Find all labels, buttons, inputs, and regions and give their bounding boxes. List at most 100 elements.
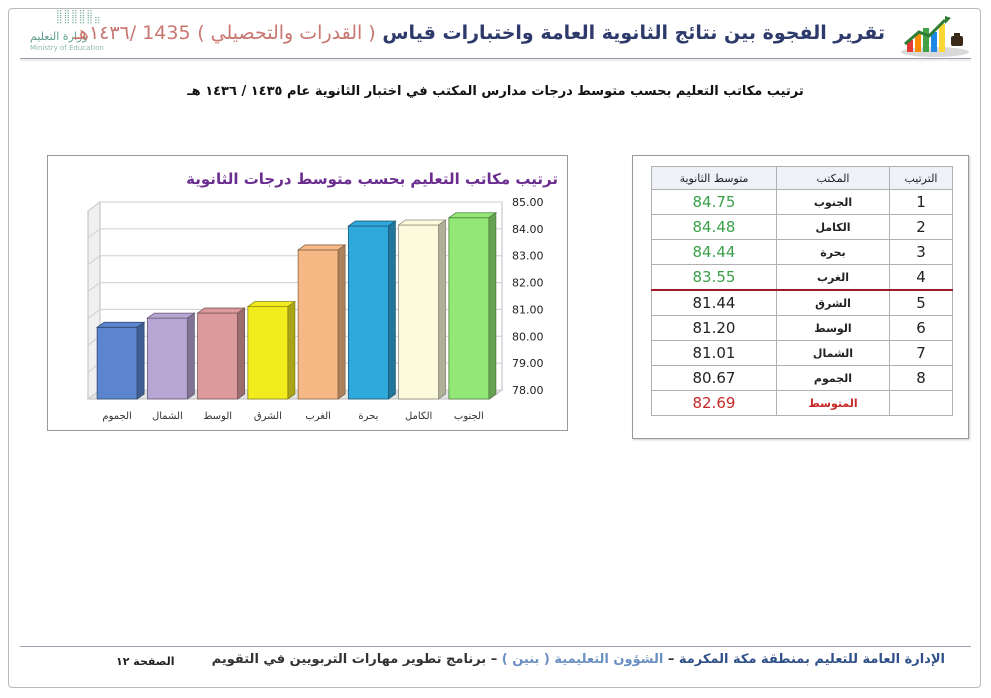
bar-top [146, 312, 196, 319]
table-row: 6 الوسط 81.20 [651, 315, 953, 341]
header-score: متوسط الثانوية [651, 166, 777, 190]
footer-affairs: الشؤون التعليمية ( بنين ) [501, 652, 664, 667]
row-office: الكامل [776, 214, 890, 240]
footer-directorate: الإدارة العامة للتعليم بمنطقة مكة المكرم… [678, 652, 945, 667]
gridline [87, 201, 502, 212]
table-row: 4 الغرب 83.55 [651, 264, 953, 291]
ranking-table-panel: الترتيب المكتب متوسط الثانوية 1 الجنوب 8… [632, 155, 969, 439]
report-header: ⠿⠿⠿⠿⠿ ⠿⠿⠿⠿⠿⠿ وزارة التعليم Ministry of Ed… [20, 10, 975, 58]
row-office: الوسط [776, 315, 890, 341]
table-average-row: المتوسط 82.69 [651, 390, 953, 416]
bar-top [347, 220, 397, 227]
report-footer: الإدارة العامة للتعليم بمنطقة مكة المكرم… [212, 652, 945, 667]
bar-side [186, 312, 195, 400]
row-rank: 3 [889, 239, 953, 265]
ranking-chart-panel: ترتيب مكاتب التعليم بحسب متوسط درجات الث… [47, 155, 568, 431]
row-rank: 8 [889, 365, 953, 391]
row-score: 81.20 [651, 315, 777, 341]
average-label: المتوسط [776, 390, 890, 416]
ranking-table: الترتيب المكتب متوسط الثانوية 1 الجنوب 8… [651, 166, 953, 416]
row-score: 84.75 [651, 189, 777, 215]
bar-side [287, 300, 296, 400]
ministry-name-ar: وزارة التعليم [30, 30, 88, 43]
x-tick-label: الوسط [203, 411, 232, 422]
row-office: الغرب [776, 264, 890, 291]
row-score: 81.01 [651, 340, 777, 366]
row-score: 83.55 [651, 264, 777, 291]
report-title-bracket: ( القدرات والتحصيلي ) [197, 22, 376, 44]
bar-side [337, 244, 346, 400]
y-tick-label: 78.00 [512, 384, 544, 397]
average-rank-empty [889, 390, 953, 416]
ministry-name-en: Ministry of Education [30, 44, 104, 52]
y-tick-label: 81.00 [512, 303, 544, 316]
report-title: تقرير الفجوة بين نتائج الثانوية العامة و… [73, 22, 885, 44]
bar [146, 317, 188, 400]
report-title-main: تقرير الفجوة بين نتائج الثانوية العامة و… [382, 22, 885, 44]
bar [197, 312, 239, 400]
bar-side [237, 307, 246, 400]
report-subtitle: ترتيب مكاتب التعليم بحسب متوسط درجات مدا… [187, 84, 804, 99]
x-tick-label: الغرب [305, 411, 331, 422]
bar-top [397, 219, 447, 226]
average-value: 82.69 [651, 390, 777, 416]
row-office: الشرق [776, 289, 890, 316]
bar-top [196, 307, 246, 314]
row-rank: 5 [889, 289, 953, 316]
bar-top [95, 321, 146, 328]
bar-top [246, 301, 297, 308]
row-office: الجنوب [776, 189, 890, 215]
y-tick-label: 80.00 [512, 330, 544, 343]
row-rank: 1 [889, 189, 953, 215]
bar-top [447, 212, 498, 219]
row-office: الشمال [776, 340, 890, 366]
bar-side [438, 219, 447, 400]
chart-title: ترتيب مكاتب التعليم بحسب متوسط درجات الث… [186, 170, 558, 188]
table-row: 5 الشرق 81.44 [651, 289, 953, 316]
bar [247, 306, 289, 400]
row-score: 84.44 [651, 239, 777, 265]
row-office: الجموم [776, 365, 890, 391]
bar [96, 326, 138, 400]
y-tick-label: 79.00 [512, 357, 544, 370]
table-row: 2 الكامل 84.48 [651, 214, 953, 240]
table-row: 8 الجموم 80.67 [651, 365, 953, 391]
page-number: الصفحة ١٢ [116, 655, 175, 668]
bar-side [488, 211, 497, 400]
bar-side [387, 220, 396, 400]
ranking-bar-chart: 78.00 79.00 80.00 81.00 82.00 83.00 84.00 85.00… [86, 196, 544, 422]
bar [297, 249, 339, 400]
header-office: المكتب [776, 166, 890, 190]
footer-divider [20, 646, 971, 647]
table-row: 7 الشمال 81.01 [651, 340, 953, 366]
x-tick-label: الشرق [254, 411, 282, 422]
footer-program: برنامج تطوير مهارات التربويين في التقويم [211, 652, 487, 667]
x-tick-label: الشمال [152, 411, 183, 422]
bar-top [296, 244, 347, 251]
row-rank: 7 [889, 340, 953, 366]
footer-separator: – [490, 652, 498, 667]
bar [398, 224, 440, 400]
y-tick-label: 82.00 [512, 277, 544, 290]
ministry-logo: ⠿⠿⠿⠿⠿ ⠿⠿⠿⠿⠿⠿ وزارة التعليم Ministry of Ed… [24, 10, 114, 58]
bar-chart-logo-icon [901, 16, 969, 57]
table-row: 3 بحرة 84.44 [651, 239, 953, 265]
footer-separator: – [667, 652, 675, 667]
x-tick-label: الجموم [102, 411, 131, 422]
row-office: بحرة [776, 239, 890, 265]
header-divider [20, 58, 971, 59]
y-tick-label: 83.00 [512, 250, 544, 263]
row-score: 84.48 [651, 214, 777, 240]
table-header-row: الترتيب المكتب متوسط الثانوية [651, 166, 953, 190]
ministry-logo-mark: ⠿⠿⠿⠿⠿ ⠿⠿⠿⠿⠿⠿ [56, 10, 102, 27]
x-tick-label: بحرة [358, 411, 378, 422]
bar [448, 217, 490, 400]
bar-side [136, 321, 145, 400]
bar [347, 225, 389, 400]
y-tick-label: 84.00 [512, 223, 544, 236]
report-title-year: 1435 /١٤٣٦هـ [73, 22, 191, 44]
row-rank: 6 [889, 315, 953, 341]
row-rank: 2 [889, 214, 953, 240]
x-tick-label: الجنوب [454, 411, 484, 422]
row-rank: 4 [889, 264, 953, 291]
